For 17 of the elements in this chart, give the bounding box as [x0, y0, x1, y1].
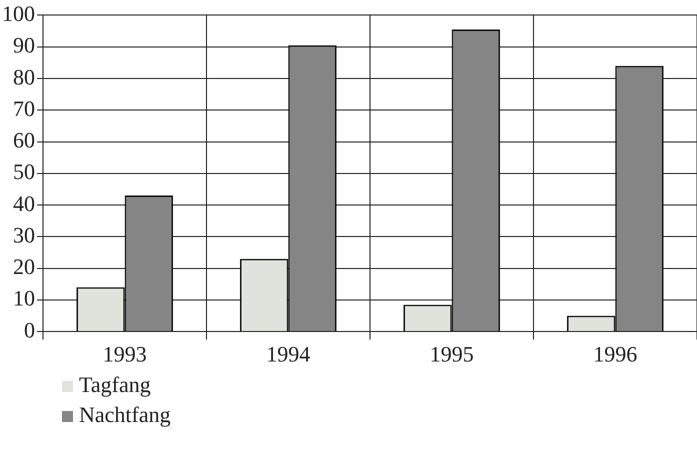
y-tick-label: 10 — [13, 286, 35, 311]
y-tick-label: 60 — [13, 128, 35, 153]
y-tick-label: 30 — [13, 222, 35, 248]
y-tick-label: 20 — [13, 254, 35, 280]
x-tick-label: 1996 — [593, 342, 638, 367]
legend-label: Tagfang — [79, 372, 151, 397]
y-tick-label: 90 — [13, 32, 35, 58]
y-tick-label: 50 — [13, 159, 35, 184]
y-tick-label: 100 — [2, 0, 35, 26]
x-tick-label: 1994 — [266, 342, 310, 367]
y-tick-label: 0 — [24, 317, 35, 342]
x-tick-label: 1993 — [102, 342, 147, 367]
legend-label: Nachtfang — [79, 402, 171, 427]
y-tick-label: 70 — [13, 96, 35, 121]
x-tick-label: 1995 — [430, 342, 474, 367]
y-tick-label: 40 — [13, 190, 35, 216]
y-tick-label: 80 — [13, 64, 35, 90]
